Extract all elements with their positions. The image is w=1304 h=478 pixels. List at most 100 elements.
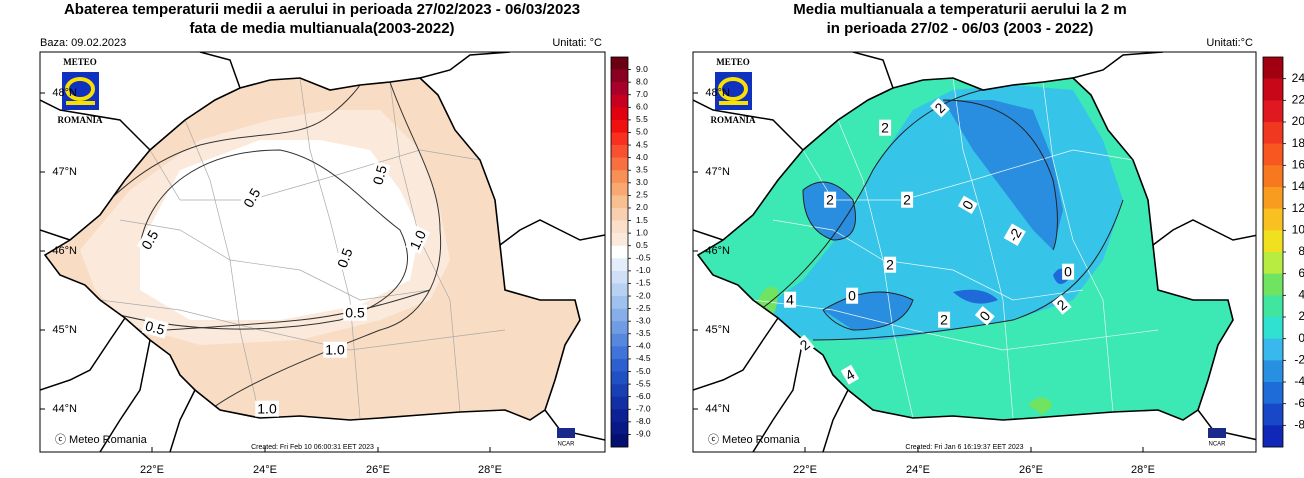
contour-label-bg <box>1003 223 1026 246</box>
colorbar-segment <box>611 233 628 247</box>
contour-label-group: -2 <box>1003 223 1026 246</box>
contour-label-bg <box>879 119 892 136</box>
colorbar-label: -8 <box>1294 418 1304 432</box>
colorbar-label: -6 <box>1294 396 1304 410</box>
contour-label: 2 <box>940 312 948 328</box>
colorbar-segment <box>611 245 628 259</box>
colorbar-label: 2.0 <box>636 202 648 212</box>
colorbar-label: 6.0 <box>636 102 648 112</box>
contour-label-bg <box>974 305 995 326</box>
colorbar-label: 6 <box>1298 266 1304 280</box>
colorbar-label: 22 <box>1292 93 1304 107</box>
contour-label-group: 1.0 <box>323 341 347 358</box>
colorbar-segment <box>611 132 628 146</box>
map-frame <box>39 51 606 453</box>
contour-label-group: 0 <box>1062 263 1075 280</box>
map-panel: Abaterea temperaturii medii a aerului in… <box>39 1 651 476</box>
colorbar-segment <box>611 371 628 385</box>
logo-text: METEO <box>716 57 750 67</box>
colorbar-segment <box>1263 252 1283 274</box>
contour-label-bg <box>1062 263 1075 280</box>
contour-label: 0.5 <box>345 305 365 321</box>
colorbar-segment <box>611 358 628 372</box>
country-border <box>693 99 804 151</box>
country-border <box>40 229 71 241</box>
created-stamp: Created: Fri Feb 10 06:00:31 EET 2023 <box>251 444 374 451</box>
county-border <box>772 219 1084 301</box>
contour-label-group: 0 <box>957 195 978 214</box>
lon-label: 24°E <box>906 464 930 476</box>
country-border <box>822 389 849 452</box>
colorbar-label: 8 <box>1298 244 1304 258</box>
colorbar-label: 12 <box>1292 201 1304 215</box>
colorbar-frame <box>610 56 629 448</box>
country-border <box>99 339 151 452</box>
country-border <box>1152 219 1256 246</box>
colorbar-segment <box>611 384 628 397</box>
colorbar-segment <box>611 409 628 423</box>
panel-title: fata de media multianuala(2003-2022) <box>189 20 454 37</box>
colorbar-label: 2.5 <box>636 190 648 200</box>
colorbar-label: 0.5 <box>636 240 648 250</box>
country-border <box>169 389 196 452</box>
colorbar-segment <box>611 396 628 410</box>
contour-label-group: 2 <box>901 191 914 208</box>
county-border <box>99 299 506 351</box>
colorbar-segment <box>1263 425 1283 448</box>
colorbar-segment <box>611 321 628 335</box>
copyright: ⓒ Meteo Romania <box>708 433 801 446</box>
colorbar-label: 3.0 <box>636 177 648 187</box>
colorbar-segment <box>1263 78 1283 101</box>
units: Unitati: °C <box>552 37 602 49</box>
colorbar-segment <box>1263 382 1283 404</box>
colorbar-segment <box>611 421 628 435</box>
colorbar-segment <box>611 107 628 121</box>
contour-label: 0 <box>848 288 856 304</box>
contour-label: 0.5 <box>144 317 167 338</box>
colorbar-segment <box>1263 57 1283 79</box>
contour-label-bg <box>884 256 897 273</box>
colorbar-label: -2.0 <box>636 290 651 300</box>
field-area <box>953 289 998 304</box>
colorbar-segment <box>611 296 628 309</box>
contour-line <box>822 291 914 331</box>
colorbar-segment <box>611 182 628 196</box>
map-frame <box>692 51 1257 453</box>
colorbar-segment <box>1263 338 1283 361</box>
colorbar-segment <box>611 258 628 272</box>
panel-title: in perioada 27/02 - 06/03 (2003 - 2022) <box>827 20 1094 37</box>
contour-label-bg <box>938 311 951 328</box>
ncar-logo <box>557 428 575 438</box>
colorbar-segment <box>611 69 628 83</box>
county-border <box>802 149 1134 201</box>
colorbar-label: 9.0 <box>636 64 648 74</box>
field-area <box>943 100 1063 250</box>
lat-label: 48°N <box>705 87 730 99</box>
lat-label: 45°N <box>705 324 730 336</box>
colorbar-segment <box>1263 317 1283 339</box>
contour-label-bg <box>1052 294 1072 315</box>
country-border <box>852 52 894 89</box>
logo-base <box>66 101 95 105</box>
contour-label-bg <box>343 304 367 321</box>
country-border <box>693 229 724 241</box>
colorbar-segment <box>1263 122 1283 144</box>
lon-label: 22°E <box>793 464 817 476</box>
country-border <box>40 99 151 151</box>
colorbar-label: -1.5 <box>636 278 651 288</box>
country-content <box>45 78 580 420</box>
lat-label: 46°N <box>705 245 730 257</box>
colorbar-label: 20 <box>1292 114 1304 128</box>
colorbar-label: 1.5 <box>636 215 648 225</box>
colorbar-label: 10 <box>1292 223 1304 237</box>
lat-label: 48°N <box>52 87 77 99</box>
ncar-text: NCAR <box>1208 442 1226 448</box>
colorbar-label: -2 <box>1294 353 1304 367</box>
county-border <box>952 78 1014 419</box>
field-area <box>140 140 420 320</box>
colorbar-segment <box>611 145 628 158</box>
colorbar-label: 5.0 <box>636 127 648 137</box>
logo-text: ROMANIA <box>711 115 756 125</box>
lat-label: 47°N <box>52 166 77 178</box>
